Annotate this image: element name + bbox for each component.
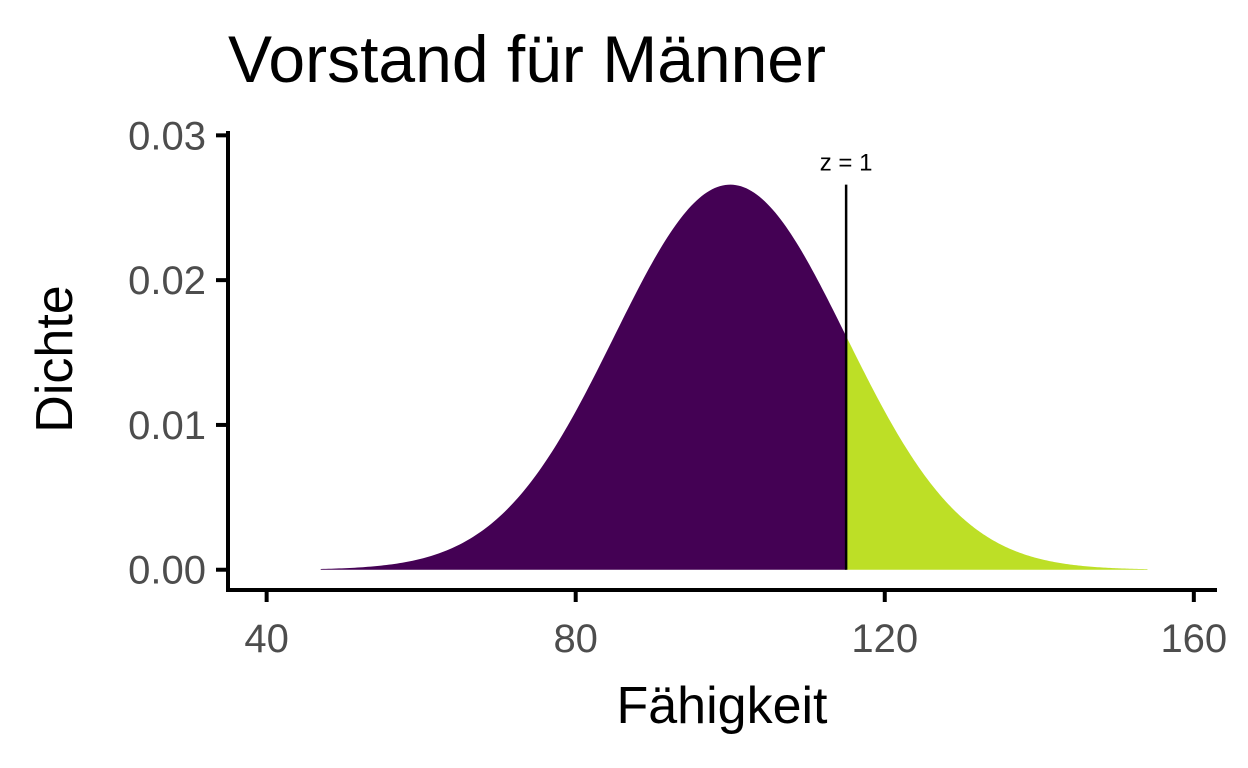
x-tick-label: 40 bbox=[244, 617, 289, 661]
y-axis-title: Dichte bbox=[26, 285, 84, 432]
y-tick-label: 0.02 bbox=[128, 259, 206, 303]
y-axis: 0.00 0.01 0.02 0.03 bbox=[128, 114, 230, 593]
plot-area: z = 1 bbox=[320, 150, 1148, 570]
y-tick-label: 0.03 bbox=[128, 114, 206, 158]
density-area-above-cutoff bbox=[846, 336, 1148, 570]
x-axis: 40 80 120 160 bbox=[226, 588, 1227, 661]
chart-title: Vorstand für Männer bbox=[228, 22, 826, 96]
x-tick-label: 80 bbox=[553, 617, 598, 661]
cutoff-label: z = 1 bbox=[820, 150, 873, 177]
x-tick-label: 160 bbox=[1160, 617, 1227, 661]
density-area-below-cutoff bbox=[320, 184, 847, 570]
y-ticks: 0.00 0.01 0.02 0.03 bbox=[128, 114, 228, 593]
y-tick-label: 0.00 bbox=[128, 549, 206, 593]
x-ticks: 40 80 120 160 bbox=[244, 590, 1227, 661]
x-tick-label: 120 bbox=[851, 617, 918, 661]
y-tick-label: 0.01 bbox=[128, 404, 206, 448]
x-axis-title: Fähigkeit bbox=[617, 677, 829, 735]
